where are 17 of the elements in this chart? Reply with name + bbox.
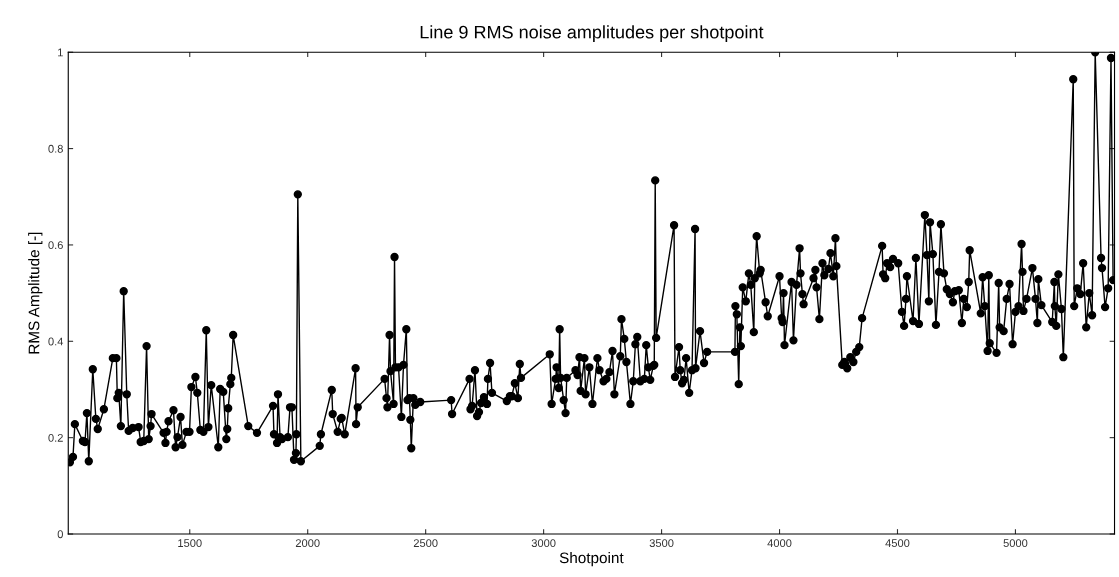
x-tick-label: 2500 (413, 539, 438, 548)
y-tick-label: 0.6 (48, 241, 63, 250)
y-tick-label: 0.4 (48, 337, 64, 346)
y-tick-label: 0.2 (48, 433, 63, 442)
x-tick-label: 2000 (295, 539, 320, 548)
x-tick-label: 4000 (767, 539, 792, 548)
x-tick-label: 5000 (1003, 539, 1028, 548)
x-axis-title: Shotpoint (559, 552, 624, 567)
x-tick-label: 4500 (885, 539, 910, 548)
y-tick-label: 1 (58, 48, 63, 57)
y-tick-label: 0.8 (48, 144, 63, 153)
y-tick-label: 0 (57, 530, 63, 539)
x-tick-label: 3500 (649, 539, 674, 548)
x-tick-label: 3000 (531, 539, 556, 548)
y-axis-title: RMS Amplitude [-] (28, 232, 43, 354)
chart-title: Line 9 RMS noise amplitudes per shotpoint (420, 25, 764, 43)
x-tick-label: 1500 (178, 539, 202, 548)
